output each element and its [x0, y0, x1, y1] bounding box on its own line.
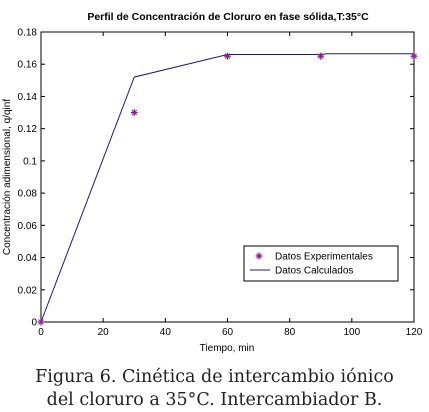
series-line-calculados	[40, 53, 414, 323]
data-point-experimental	[410, 52, 418, 60]
legend-label: Datos Experimentales	[275, 252, 373, 263]
x-axis-ticks: 0 20 40 60 80 100 120	[38, 32, 423, 338]
x-tick-label: 100	[343, 327, 360, 338]
data-point-experimental	[317, 52, 325, 60]
y-tick-label: 0.16	[18, 60, 38, 71]
x-tick-label: 60	[222, 327, 234, 338]
figure-caption-line-1: Figura 6. Cinética de intercambio iónico	[35, 367, 394, 387]
y-tick-label: 0.18	[18, 28, 38, 39]
x-tick-label: 120	[406, 327, 423, 338]
y-axis-ticks: 0 0.02 0.04 0.06 0.08 0.1 0.12 0.14 0.16 0.18	[18, 28, 414, 329]
legend-label: Datos Calculados	[275, 266, 353, 277]
chart: Perfil de Concentración de Cloruro en fa…	[2, 11, 423, 354]
y-tick-label: 0.02	[18, 285, 38, 296]
y-tick-label: 0	[31, 318, 37, 329]
figure-caption-line-2: del cloruro a 35°C. Intercambiador B.	[46, 390, 383, 410]
x-axis-label: Tiempo, min	[200, 343, 255, 354]
y-tick-label: 0.04	[18, 253, 38, 264]
series-layer	[37, 52, 418, 326]
y-tick-label: 0.08	[18, 189, 38, 200]
y-tick-label: 0.12	[18, 124, 38, 135]
data-point-experimental	[130, 109, 138, 117]
data-point-experimental	[224, 52, 231, 60]
legend-marker-experimental	[255, 252, 263, 260]
x-tick-label: 0	[38, 327, 44, 338]
x-tick-label: 20	[98, 327, 110, 338]
legend-box	[243, 245, 399, 282]
data-point-experimental	[37, 318, 45, 326]
x-tick-label: 80	[284, 327, 296, 338]
legend: Datos Experimentales Datos Calculados	[243, 245, 399, 282]
y-tick-label: 0.06	[18, 221, 38, 232]
y-tick-label: 0.14	[18, 92, 38, 103]
y-axis-label: Concentración adimensional, q/qinf	[2, 99, 13, 255]
chart-title: Perfil de Concentración de Cloruro en fa…	[87, 11, 369, 23]
x-tick-label: 40	[160, 327, 172, 338]
y-tick-label: 0.1	[23, 156, 37, 167]
